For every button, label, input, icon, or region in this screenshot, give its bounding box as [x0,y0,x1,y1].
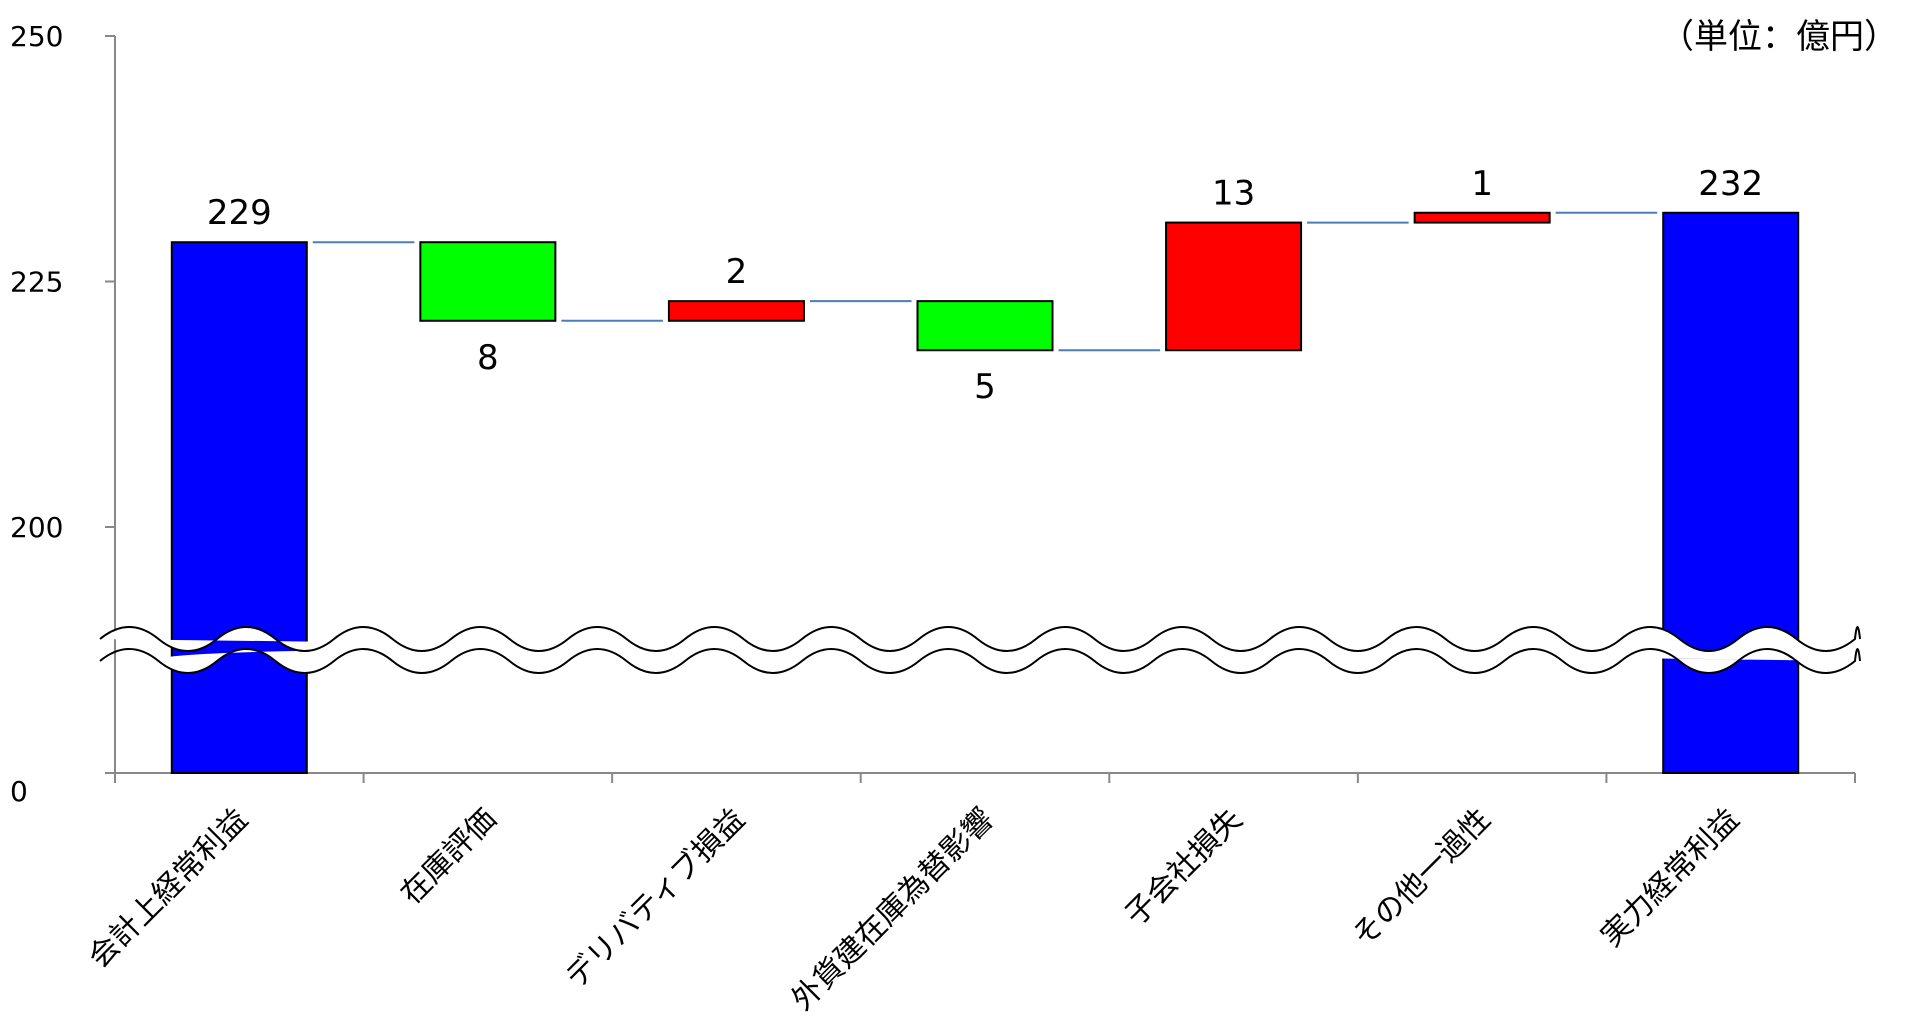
bar-decrease [419,241,557,322]
axis-break-band [100,627,1860,673]
axis-break [99,626,1861,674]
bar-total [1662,211,1800,774]
y-tick-label: 200 [10,511,63,544]
category-label: 実力経常利益 [1594,802,1746,954]
data-label: 2 [726,252,748,292]
bar-increase [1165,221,1303,352]
data-label: 229 [207,193,272,233]
connectors-group [312,211,1658,352]
y-tick-label: 250 [10,20,63,53]
bar-increase [667,300,805,322]
category-label: デリバティブ損益 [559,802,752,995]
category-label: その他一過性 [1346,802,1498,954]
axes: 250 225 200 0 [10,20,1856,808]
data-label: 232 [1698,164,1763,204]
data-label: 1 [1471,164,1493,204]
category-label: 子会社損失 [1118,802,1249,933]
data-label: 13 [1212,174,1255,214]
labels-group: 229 会計上経常利益 8 在庫評価 2 デリバティブ損益 5 外貨建在庫為替影響 13 子会社損… [82,164,1763,1018]
y-tick-label: 225 [10,266,63,299]
axis-break-wave-bottom [99,648,1861,674]
category-label: 会計上経常利益 [82,802,255,975]
bar-decrease [916,300,1054,352]
unit-label: （単位：億円） [1660,17,1898,57]
y-tick-label: 0 [10,775,28,808]
bar-increase [1413,211,1551,224]
data-label: 5 [974,367,996,407]
category-label: 外貨建在庫為替影響 [785,802,1001,1018]
data-label: 8 [477,338,499,378]
category-label: 在庫評価 [394,802,504,912]
axis-break-wave-top [99,626,1861,652]
bar-total [170,241,308,775]
bars-group [170,211,1800,775]
